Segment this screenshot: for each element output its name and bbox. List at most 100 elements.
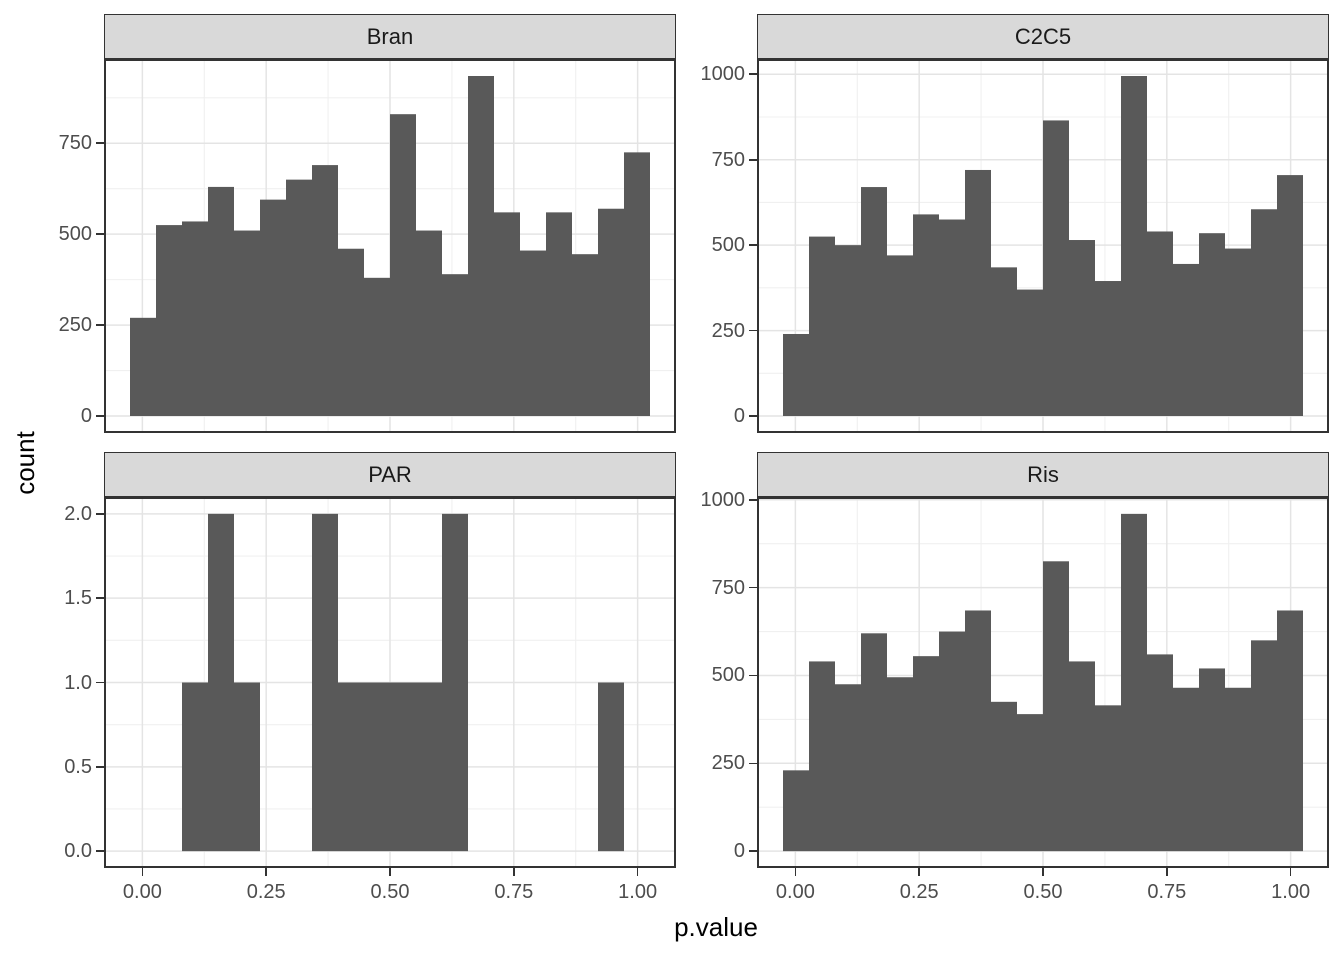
- histogram-bar-ris-16: [1199, 668, 1225, 852]
- histogram-bar-bran-2: [182, 221, 208, 416]
- histogram-bar-bran-1: [156, 225, 182, 416]
- histogram-bar-ris-11: [1069, 661, 1095, 852]
- y-tick-label-par: 2.0: [64, 502, 92, 525]
- histogram-bar-c2c5-0: [783, 333, 809, 416]
- y-axis-tick-ris: [749, 850, 757, 852]
- y-axis-tick-c2c5: [749, 73, 757, 76]
- x-tick-label-par: 0.75: [494, 881, 534, 903]
- histogram-bar-ris-10: [1043, 561, 1069, 852]
- histogram-bar-par-10: [390, 682, 416, 852]
- y-axis-tick-c2c5: [749, 244, 757, 246]
- histogram-bar-ris-14: [1147, 654, 1173, 852]
- x-axis-tick-ris: [918, 868, 920, 876]
- y-tick-label-par: 1.0: [64, 671, 92, 694]
- histogram-bar-par-11: [416, 682, 442, 852]
- y-axis-tick-par: [96, 597, 104, 599]
- histogram-bar-c2c5-16: [1199, 233, 1225, 416]
- histogram-bar-ris-12: [1095, 705, 1121, 852]
- histogram-bar-par-2: [182, 682, 208, 852]
- histogram-bar-c2c5-8: [991, 267, 1017, 416]
- y-tick-label-c2c5: 750: [711, 148, 745, 171]
- facet-strip-c2c5: C2C5: [757, 14, 1329, 59]
- x-axis-tick-ris: [1166, 868, 1168, 876]
- histogram-bar-c2c5-19: [1277, 175, 1303, 416]
- x-axis-tick-par: [389, 868, 391, 876]
- histogram-bar-c2c5-17: [1225, 248, 1251, 416]
- histogram-bar-c2c5-18: [1251, 209, 1277, 416]
- y-axis-tick-par: [96, 513, 104, 515]
- histogram-bar-c2c5-1: [809, 236, 835, 416]
- y-tick-label-ris: 250: [711, 752, 745, 775]
- histogram-bar-ris-3: [861, 633, 887, 852]
- histogram-bar-ris-6: [939, 631, 965, 852]
- y-tick-label-bran: 500: [58, 223, 92, 246]
- histogram-bar-bran-7: [312, 165, 338, 416]
- histogram-bar-bran-17: [572, 254, 598, 416]
- y-axis-tick-par: [96, 766, 104, 768]
- histogram-bar-c2c5-10: [1043, 120, 1069, 416]
- histogram-bar-bran-14: [494, 212, 520, 416]
- histogram-bar-par-3: [208, 513, 234, 852]
- histogram-bar-c2c5-9: [1017, 289, 1043, 416]
- x-tick-label-par: 0.50: [370, 881, 410, 903]
- histogram-bar-ris-19: [1277, 610, 1303, 852]
- histogram-bar-par-8: [338, 682, 364, 852]
- histogram-panel-c2c5: [757, 59, 1329, 433]
- y-tick-label-ris: 500: [711, 664, 745, 687]
- histogram-bar-ris-1: [809, 661, 835, 852]
- facet-strip-label-bran: Bran: [366, 23, 414, 49]
- y-tick-label-ris: 1000: [700, 488, 746, 511]
- y-axis-tick-ris: [749, 586, 757, 589]
- x-tick-label-ris: 0.50: [1023, 881, 1063, 903]
- facet-strip-label-c2c5: C2C5: [1014, 23, 1072, 49]
- histogram-bar-c2c5-12: [1095, 281, 1121, 416]
- x-axis-title: p.value: [0, 912, 1344, 943]
- facet-strip-label-ris: Ris: [1027, 461, 1059, 487]
- x-axis-tick-par: [636, 868, 639, 876]
- histogram-bar-c2c5-13: [1121, 76, 1147, 416]
- x-tick-label-par: 1.00: [618, 881, 658, 903]
- histogram-bar-bran-11: [416, 230, 442, 416]
- histogram-bar-bran-19: [624, 152, 650, 416]
- x-axis-tick-ris: [1289, 868, 1292, 876]
- x-axis-tick-par: [141, 868, 144, 876]
- y-tick-label-c2c5: 500: [711, 234, 745, 257]
- histogram-bar-bran-8: [338, 248, 364, 416]
- x-tick-label-ris: 0.75: [1147, 881, 1187, 903]
- histogram-bar-bran-4: [234, 230, 260, 416]
- histogram-bar-c2c5-7: [965, 169, 991, 416]
- histogram-bar-bran-16: [546, 212, 572, 416]
- histogram-bar-c2c5-2: [835, 245, 861, 416]
- histogram-bar-bran-13: [468, 76, 494, 416]
- x-axis-tick-ris: [1042, 868, 1044, 876]
- histogram-bar-par-18: [598, 682, 624, 852]
- x-tick-label-ris: 0.00: [775, 881, 815, 903]
- histogram-bar-bran-12: [442, 274, 468, 416]
- y-axis-tick-ris: [749, 674, 757, 677]
- y-axis-tick-c2c5: [749, 415, 757, 417]
- histogram-bar-ris-0: [783, 770, 809, 852]
- histogram-panel-ris: [757, 497, 1329, 868]
- histogram-bar-ris-17: [1225, 687, 1251, 852]
- histogram-bar-c2c5-3: [861, 187, 887, 416]
- y-axis-tick-c2c5: [749, 158, 757, 161]
- x-tick-label-par: 0.25: [246, 881, 286, 903]
- y-tick-label-c2c5: 250: [711, 319, 745, 342]
- y-axis-tick-c2c5: [749, 329, 757, 332]
- histogram-bar-bran-6: [286, 179, 312, 416]
- y-tick-label-ris: 0: [733, 840, 745, 863]
- y-axis-tick-bran: [96, 324, 104, 326]
- histogram-panel-bran: [104, 59, 676, 433]
- histogram-bar-c2c5-6: [939, 219, 965, 416]
- histogram-bar-bran-10: [390, 114, 416, 416]
- y-tick-label-c2c5: 1000: [700, 63, 746, 86]
- x-axis-title-text: p.value: [674, 912, 758, 942]
- y-axis-tick-bran: [96, 142, 104, 145]
- y-tick-label-par: 0.0: [64, 840, 92, 863]
- histogram-bar-c2c5-4: [887, 255, 913, 416]
- y-tick-label-c2c5: 0: [733, 405, 745, 427]
- x-axis-tick-ris: [794, 868, 797, 876]
- y-axis-title-text: count: [10, 431, 40, 495]
- histogram-bar-c2c5-5: [913, 214, 939, 416]
- histogram-bar-bran-3: [208, 186, 234, 416]
